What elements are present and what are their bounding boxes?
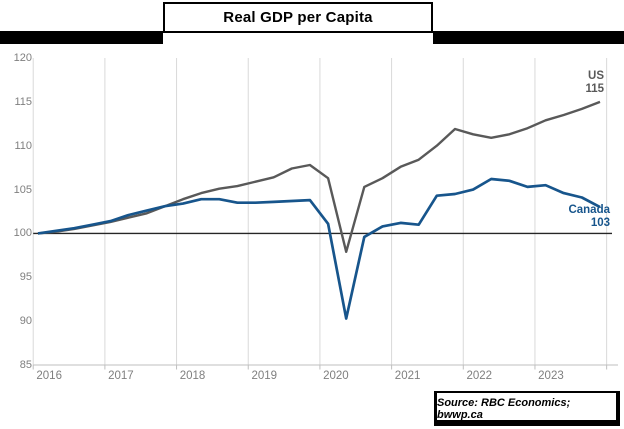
x-axis-tick-label: 2017	[108, 370, 134, 382]
x-axis-tick-label: 2016	[36, 370, 62, 382]
chart-title-box: Real GDP per Capita	[163, 2, 433, 33]
y-axis-tick-label: 100	[13, 227, 32, 240]
canada-series-line	[37, 177, 601, 320]
source-note-box: Source: RBC Economics; bwwp.ca	[434, 391, 620, 426]
canada-series-end-value: 103	[590, 217, 610, 229]
source-note-text: Source: RBC Economics; bwwp.ca	[437, 397, 571, 421]
y-axis-tick-label: 95	[19, 271, 32, 284]
x-axis-tick-label: 2023	[538, 370, 564, 382]
canada-series-name: Canada	[568, 204, 610, 216]
chart-title: Real GDP per Capita	[223, 9, 373, 26]
top-border-bar-right	[433, 31, 624, 44]
y-axis-tick-label: 90	[19, 315, 32, 328]
y-axis-tick-label: 110	[14, 139, 32, 152]
x-axis-tick-label: 2022	[466, 370, 493, 382]
x-axis-tick-label: 2021	[394, 370, 421, 382]
x-axis-tick-label: 2018	[179, 370, 206, 382]
us-series-end-label: US 115	[585, 70, 604, 96]
y-axis-tick-label: 120	[13, 52, 32, 64]
x-axis-tick-label: 2019	[251, 370, 278, 382]
top-border-bar-left	[0, 31, 163, 44]
y-axis-tick-label: 105	[13, 183, 32, 196]
y-axis-tick-label: 115	[14, 95, 32, 108]
us-series-name: US	[588, 70, 604, 82]
us-series-end-value: 115	[585, 83, 604, 95]
canada-series-end-label: Canada 103	[568, 204, 610, 230]
y-axis-tick-label: 85	[19, 359, 32, 371]
us-series-line	[37, 100, 601, 254]
x-axis-tick-label: 2020	[323, 370, 349, 382]
